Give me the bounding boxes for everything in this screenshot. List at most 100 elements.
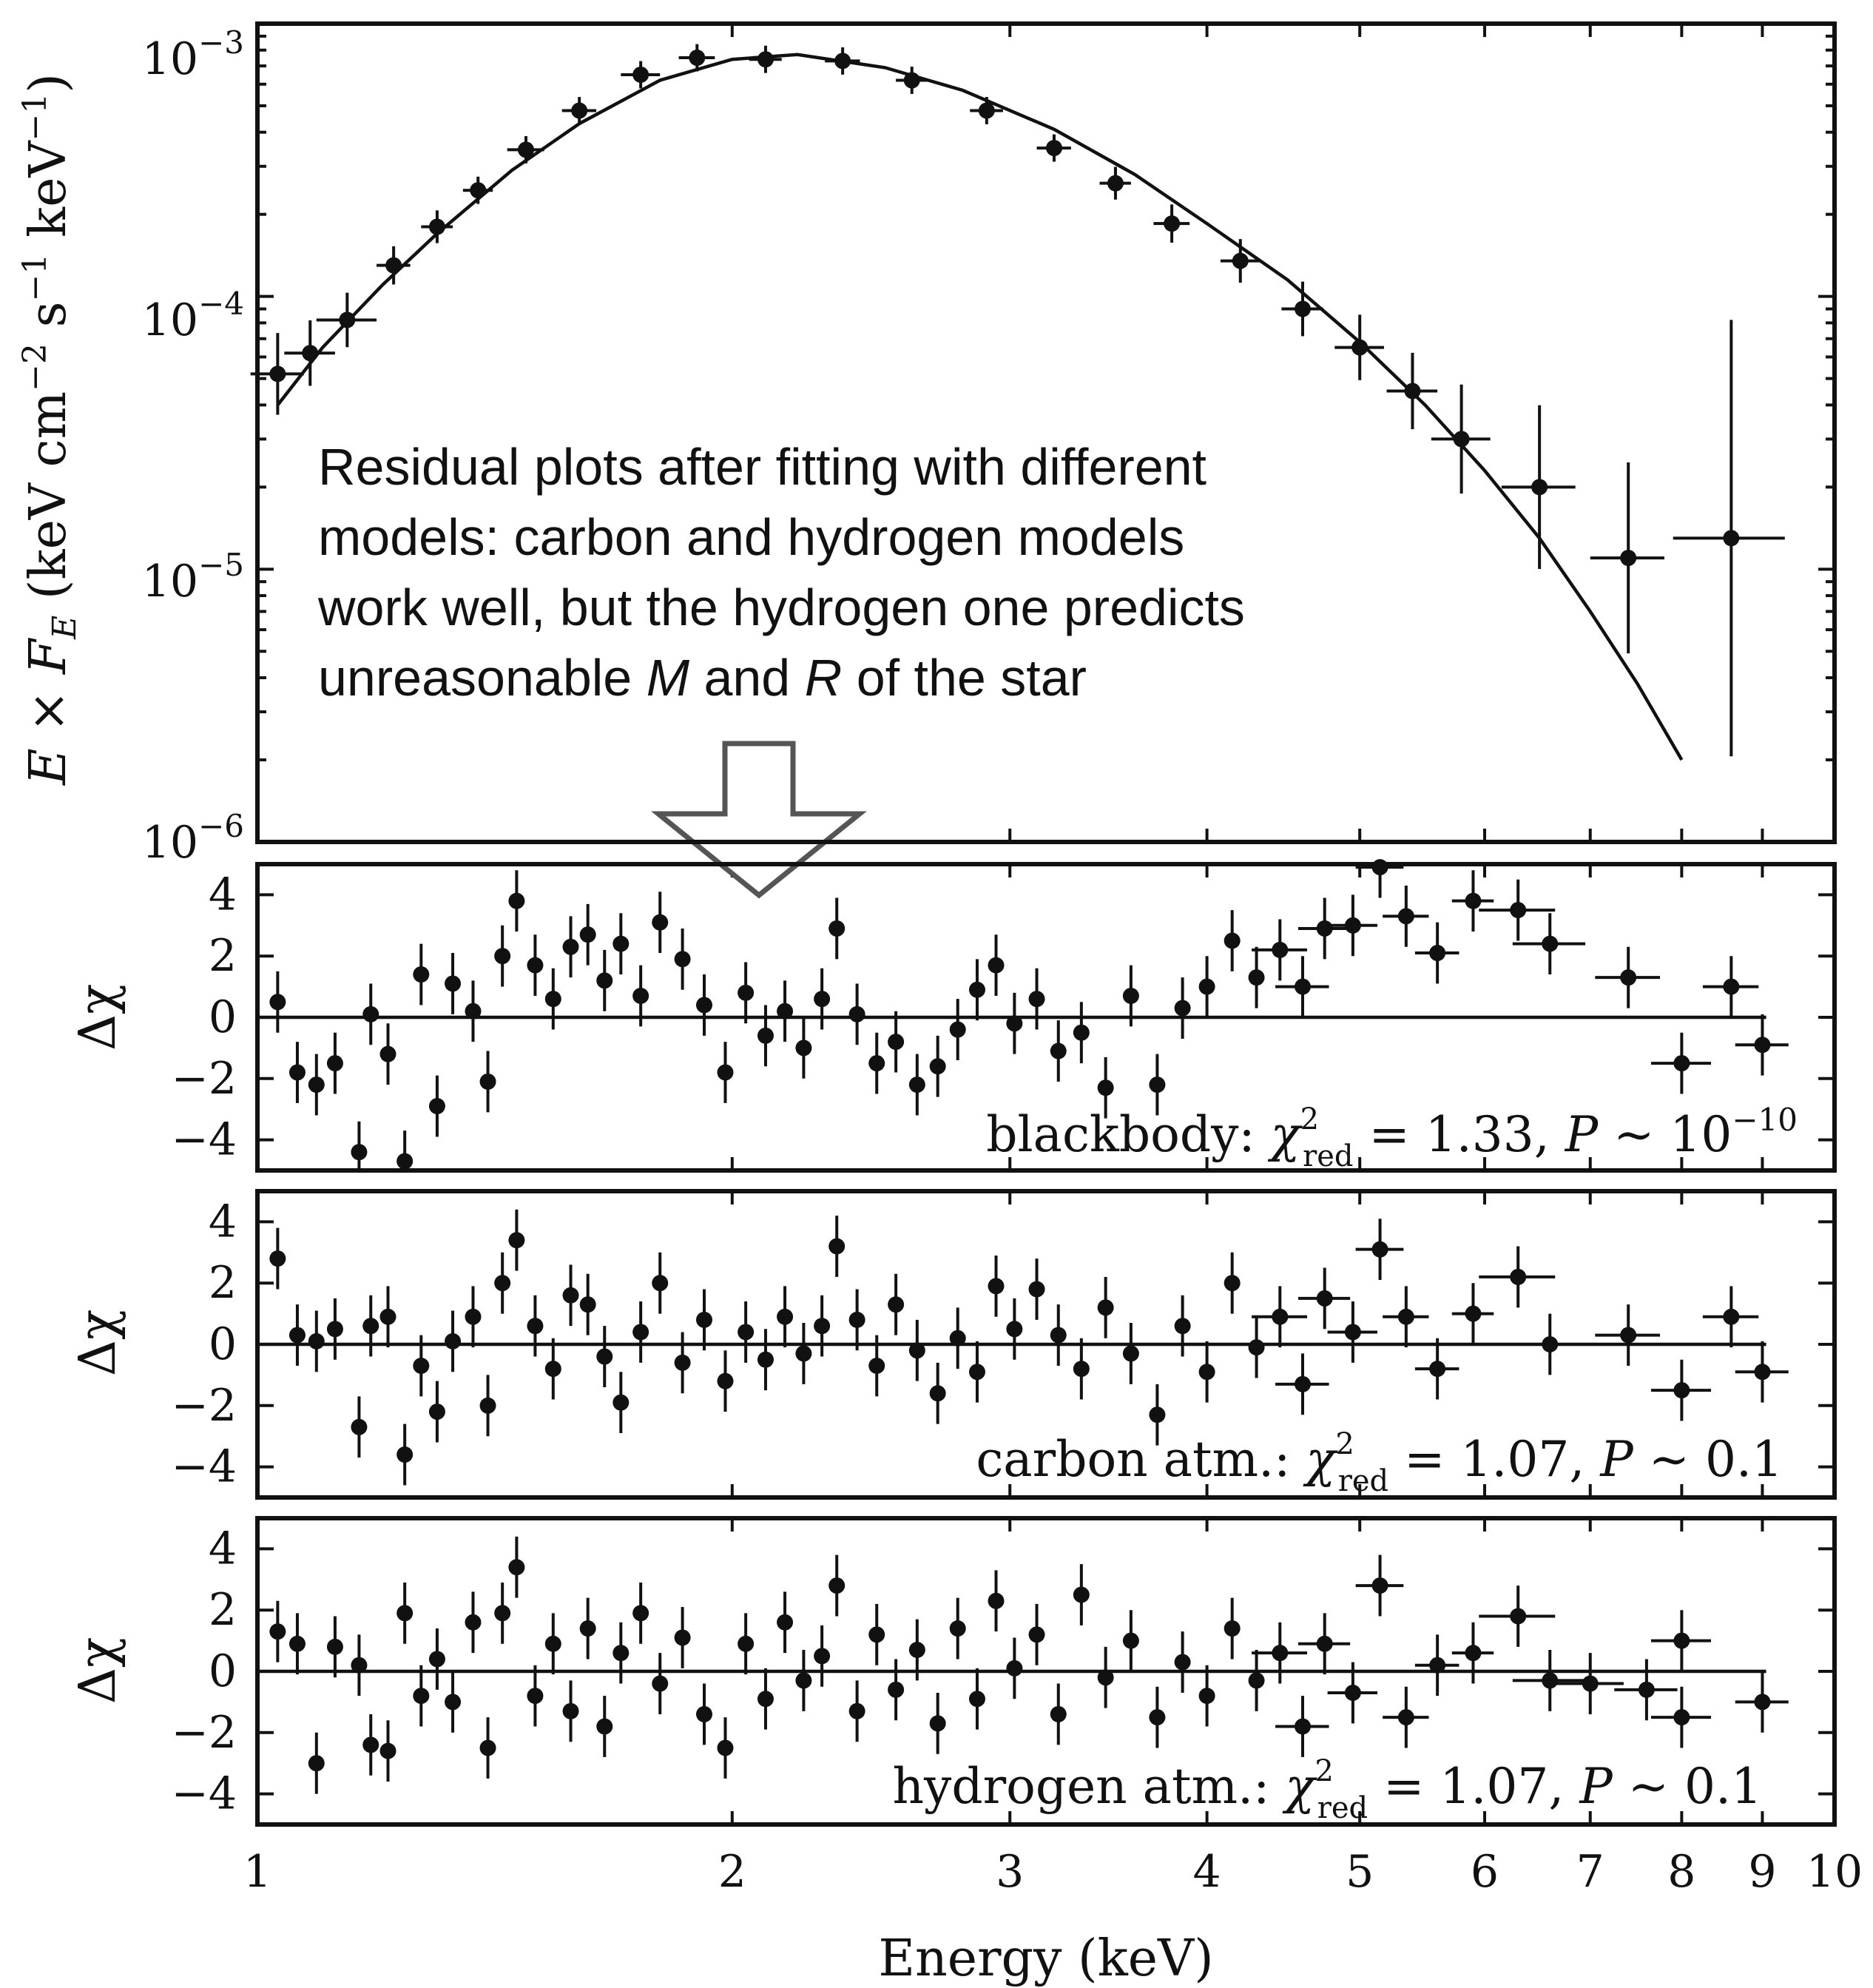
resid-hydrogen-point [1673,1709,1690,1726]
annotation-text: unreasonable [318,649,647,707]
resid-carbon-point [428,1404,445,1421]
resid-blackbody-point [1344,917,1361,934]
resid-hydrogen-point [888,1681,905,1698]
resid-hydrogen-point [1073,1586,1090,1603]
resid-blackbody-point [652,914,669,931]
spectrum-point [903,72,920,89]
resid-carbon-point [868,1357,885,1374]
resid-hydrogen-point [868,1626,885,1643]
resid-blackbody-point [308,1076,325,1094]
resid-carbon-point [848,1311,865,1328]
resid-blackbody-point [596,972,613,989]
resid-hydrogen-point [596,1718,613,1735]
y-tick-label: 2 [209,1257,237,1309]
resid-carbon-point [527,1318,544,1335]
resid-hydrogen-point [269,1623,286,1640]
resid-hydrogen-point [1122,1632,1139,1649]
spectrum-point [1232,252,1249,269]
blackbody-panel-frame [255,862,1837,1173]
resid-hydrogen-point [413,1688,430,1705]
resid-carbon-point [968,1364,985,1381]
resid-hydrogen-point [508,1559,525,1576]
resid-blackbody-point [396,1153,414,1170]
resid-carbon-point [814,1318,831,1335]
resid-blackbody-point [413,966,430,983]
resid-carbon-point [695,1311,712,1328]
resid-blackbody-point [674,951,691,968]
spectrum-point [632,66,649,83]
resid-blackbody-point [908,1076,925,1094]
resid-hydrogen-point [828,1577,846,1594]
hydrogen-panel-frame [255,1516,1837,1827]
spectrum-point [428,218,445,235]
resid-blackbody-point [1028,991,1045,1008]
y-tick-label: 2 [209,1584,237,1636]
resid-carbon-point [1174,1318,1191,1335]
resid-blackbody-point [949,1021,966,1038]
resid-blackbody-point [362,1005,379,1022]
resid-carbon-point [929,1385,946,1402]
resid-hydrogen-point [632,1605,649,1622]
resid-blackbody-point [527,957,544,974]
resid-blackbody-point [1723,978,1740,995]
resid-carbon-point [1620,1327,1637,1344]
resid-blackbody-ylabel: Δχ [69,984,127,1051]
resid-carbon-point [508,1232,525,1249]
resid-blackbody-point [1073,1024,1090,1041]
resid-hydrogen-point [1542,1672,1559,1689]
spectrum-point [1620,550,1637,567]
annotation-line-2: models: carbon and hydrogen models [318,508,1184,566]
resid-carbon-point [1050,1327,1067,1344]
spectrum-point [1453,431,1470,448]
resid-blackbody-point [632,988,649,1005]
resid-carbon-point [562,1287,579,1304]
resid-blackbody-point [717,1064,734,1081]
y-tick-label: 0 [209,991,237,1043]
resid-hydrogen-point [288,1635,306,1652]
resid-blackbody-point [1465,892,1482,909]
y-tick-label: −4 [172,1768,237,1820]
resid-hydrogen-point [579,1620,596,1637]
resid-blackbody-point [1673,1055,1690,1072]
axis-ticks: 1 2 3 4 5 6 7 8 9 10 −4 −2 0 2 4 −4 −2 0 2 4 −4 −2 0 2 4 [172,22,1863,1898]
resid-carbon-point [396,1446,414,1463]
resid-hydrogen-point [379,1742,396,1759]
resid-blackbody-point [1272,941,1289,958]
resid-blackbody-point [929,1058,946,1075]
x-tick-label: 3 [996,1846,1024,1898]
y-tick-label: 0 [209,1318,237,1370]
resid-carbon-point [652,1275,669,1292]
hydrogen-fit-label: hydrogen atm.: χ2 red = 1.07, P ∼ 0.1 [893,1754,1762,1825]
resid-blackbody-point [1174,1000,1191,1017]
resid-carbon-point [413,1357,430,1374]
resid-hydrogen-point [1050,1705,1067,1722]
resid-hydrogen-point [908,1642,925,1659]
resid-hydrogen-point [1097,1669,1114,1686]
spectrum-point [339,311,356,328]
blackbody-fit-label: blackbody: χ2 red = 1.33, P ∼ 10−10 [986,1102,1798,1173]
spectrum-point [571,102,588,119]
resid-blackbody-point [508,892,525,909]
resid-blackbody-point [288,1064,306,1081]
resid-blackbody-point [695,997,712,1014]
carbon-fit-label: carbon atm.: χ2 red = 1.07, P ∼ 0.1 [976,1427,1783,1498]
resid-hydrogen-point [1294,1718,1311,1735]
y-tick-label: 2 [209,930,237,982]
resid-carbon-point [1294,1375,1311,1392]
resid-blackbody-point [828,920,846,937]
resid-blackbody-point [777,1003,794,1020]
spectrum-point [1164,215,1181,232]
resid-blackbody-point [428,1098,445,1115]
resid-blackbody-point [1620,969,1637,986]
resid-carbon-point [269,1250,286,1267]
resid-hydrogen-point [1174,1654,1191,1671]
resid-hydrogen-point [968,1691,985,1708]
spectrum-point [1107,175,1124,192]
resid-blackbody-point [1294,978,1311,995]
spectrum-point [689,50,706,67]
resid-carbon-point [828,1238,846,1255]
carbon-panel-frame [255,1189,1837,1500]
resid-hydrogen-point [396,1605,414,1622]
resid-blackbody-point [1542,935,1559,952]
y-tick-label: 4 [209,1196,237,1247]
